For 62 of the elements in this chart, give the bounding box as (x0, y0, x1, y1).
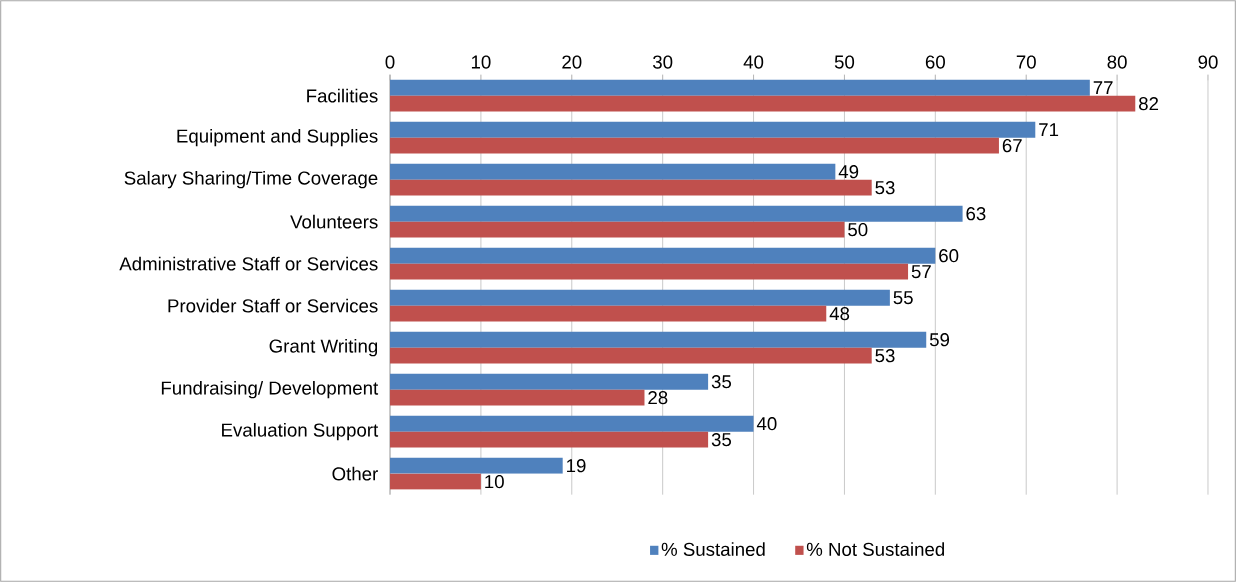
legend-label: % Not Sustained (806, 542, 945, 556)
data-label: 48 (829, 307, 850, 321)
x-tick-label: 80 (1107, 55, 1127, 69)
bar (390, 95, 1136, 112)
data-label: 60 (939, 249, 959, 263)
data-label: 53 (875, 349, 895, 363)
bar (390, 121, 1036, 138)
legend-label: % Sustained (661, 542, 765, 556)
bar (390, 389, 645, 406)
bar (390, 457, 563, 474)
data-label: 71 (1039, 123, 1059, 137)
data-label: 40 (756, 417, 777, 431)
y-tick-label: Administrative Staff or Services (119, 256, 378, 271)
y-tick-label: Fundraising/ Development (161, 380, 379, 399)
data-label: 53 (875, 181, 895, 195)
data-label: 63 (966, 207, 986, 221)
x-tick-label: 20 (562, 55, 582, 69)
y-tick-label: Equipment and Supplies (177, 128, 378, 147)
y-tick-label: Volunteers (290, 214, 378, 229)
y-tick-label: Facilities (307, 88, 378, 103)
data-label: 77 (1093, 81, 1113, 95)
bar (390, 473, 481, 490)
y-tick-label: Evaluation Support (222, 422, 379, 441)
data-label: 35 (711, 375, 732, 389)
bar (390, 431, 709, 448)
bar (390, 221, 845, 238)
x-tick-label: 50 (834, 55, 855, 69)
x-tick-label: 0 (385, 55, 395, 69)
bar (390, 137, 999, 154)
data-label: 57 (911, 265, 931, 279)
y-tick-label: Grant Writing (269, 338, 378, 357)
x-tick-label: 60 (925, 55, 945, 69)
bar (390, 347, 872, 364)
x-tick-label: 30 (652, 55, 673, 69)
data-label: 82 (1139, 97, 1159, 111)
bar (390, 289, 890, 306)
y-tick-label: Salary Sharing/Time Coverage (124, 170, 378, 189)
y-tick-label: Provider Staff or Services (168, 298, 378, 313)
bar (390, 331, 927, 348)
data-label: 10 (485, 475, 504, 489)
data-label: 35 (711, 433, 732, 447)
bar (390, 79, 1090, 96)
bar (390, 415, 754, 432)
bar (390, 247, 936, 264)
data-label: 28 (648, 391, 668, 405)
bar (390, 163, 836, 180)
data-label: 50 (848, 223, 868, 237)
data-label: 55 (893, 291, 913, 305)
bar (390, 179, 872, 196)
bar (390, 373, 709, 390)
bar (390, 205, 963, 222)
x-tick-label: 40 (743, 55, 764, 69)
data-label: 49 (838, 165, 859, 179)
data-label: 59 (929, 333, 950, 347)
x-tick-label: 90 (1198, 55, 1218, 69)
data-label: 19 (567, 459, 586, 473)
bar (390, 305, 827, 322)
x-tick-label: 10 (471, 55, 491, 69)
y-tick-label: Other (332, 466, 378, 481)
x-tick-label: 70 (1016, 55, 1036, 69)
bar (390, 263, 909, 280)
data-label: 67 (1002, 139, 1022, 153)
